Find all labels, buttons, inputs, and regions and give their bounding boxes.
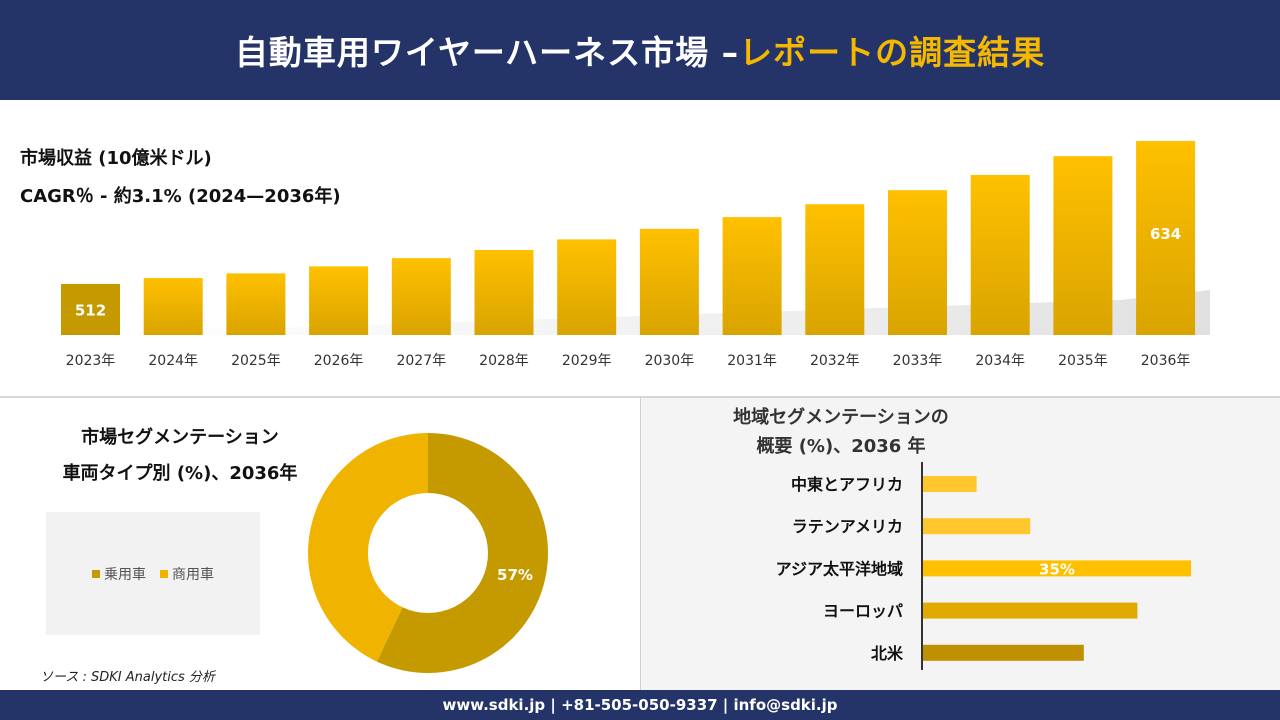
header-title: 自動車用ワイヤーハーネス市場 – レポートの調査結果 xyxy=(0,0,1280,100)
bar-data-label: 634 xyxy=(1150,225,1181,243)
x-tick-label: 2032年 xyxy=(810,353,860,369)
title-accent: レポートの調査結果 xyxy=(739,33,1046,72)
panel-divider xyxy=(640,398,641,690)
region-bar xyxy=(923,560,1191,577)
revenue-bar xyxy=(1136,140,1196,335)
revenue-bar xyxy=(970,174,1030,335)
region-bar xyxy=(923,518,1031,535)
revenue-bar xyxy=(1053,156,1113,335)
legend-item: 乗用車 xyxy=(92,564,146,584)
x-tick-label: 2029年 xyxy=(562,353,612,369)
title-main: 自動車用ワイヤーハーネス市場 – xyxy=(234,33,740,72)
region-title: 地域セグメンテーションの 概要 (%)、2036 年 xyxy=(641,403,1041,461)
x-tick-label: 2026年 xyxy=(314,353,364,369)
region-bar xyxy=(923,602,1138,619)
x-tick-label: 2033年 xyxy=(893,353,943,369)
x-tick-label: 2023年 xyxy=(66,353,116,369)
revenue-bar xyxy=(226,273,286,335)
x-tick-label: 2028年 xyxy=(479,353,529,369)
donut-legend: 乗用車 商用車 xyxy=(46,512,260,635)
section-divider xyxy=(0,396,1280,398)
revenue-bar-chart: 2023年 512 2024年 2025年 2026年 2027年 2028年 2029年 20… xyxy=(60,140,1210,369)
x-tick-label: 2035年 xyxy=(1058,353,1108,369)
region-label: 中東とアフリカ xyxy=(791,475,903,494)
revenue-bar xyxy=(805,204,865,335)
revenue-bar xyxy=(309,266,369,335)
region-label: アジア太平洋地域 xyxy=(776,559,903,578)
x-tick-label: 2036年 xyxy=(1141,353,1191,369)
x-tick-label: 2030年 xyxy=(645,353,695,369)
legend-label: 商用車 xyxy=(172,566,214,583)
region-bar xyxy=(923,476,977,492)
segment-title-line2: 車両タイプ別 (%)、2036年 xyxy=(62,463,298,484)
revenue-info: 市場収益 (10億米ドル) CAGR％ - 約3.1% (2024—2036年) xyxy=(20,140,341,216)
source-note: ソース : SDKI Analytics 分析 xyxy=(40,670,215,685)
legend-label: 乗用車 xyxy=(104,566,146,583)
revenue-bar xyxy=(61,283,120,335)
region-label: ヨーロッパ xyxy=(823,602,903,621)
x-tick-label: 2024年 xyxy=(148,353,198,369)
cagr-label: CAGR％ - 約3.1% (2024—2036年) xyxy=(20,186,341,207)
region-segment-panel xyxy=(641,398,1280,690)
region-bar xyxy=(923,644,1084,661)
region-title-line2: 概要 (%)、2036 年 xyxy=(756,436,926,457)
donut-slice xyxy=(308,433,428,662)
bar-data-label: 512 xyxy=(75,301,106,319)
x-tick-label: 2034年 xyxy=(975,353,1025,369)
revenue-bar xyxy=(474,249,534,335)
revenue-bar xyxy=(639,228,699,335)
x-tick-label: 2027年 xyxy=(396,353,446,369)
region-title-line1: 地域セグメンテーションの xyxy=(733,407,949,428)
legend-swatch xyxy=(160,569,168,578)
region-label: 北米 xyxy=(871,644,904,663)
region-data-label: 35% xyxy=(1039,560,1075,578)
segment-title: 市場セグメンテーション 車両タイプ別 (%)、2036年 xyxy=(20,420,340,492)
donut-data-label: 57% xyxy=(497,566,533,584)
x-tick-label: 2031年 xyxy=(727,353,777,369)
legend-swatch xyxy=(92,569,100,578)
region-label: ラテンアメリカ xyxy=(792,517,903,536)
revenue-bar xyxy=(888,190,947,335)
revenue-bar xyxy=(391,258,451,335)
revenue-label: 市場収益 (10億米ドル) xyxy=(20,148,212,169)
revenue-bar xyxy=(722,217,782,335)
legend-item: 商用車 xyxy=(160,564,214,584)
revenue-bar xyxy=(557,239,617,335)
revenue-bar xyxy=(143,278,203,335)
vehicle-donut-chart: 57% xyxy=(308,433,548,673)
footer-contact: www.sdki.jp | +81-505-050-9337 | info@sd… xyxy=(0,690,1280,720)
x-tick-label: 2025年 xyxy=(231,353,281,369)
donut-slice xyxy=(376,433,548,673)
segment-title-line1: 市場セグメンテーション xyxy=(81,427,279,448)
